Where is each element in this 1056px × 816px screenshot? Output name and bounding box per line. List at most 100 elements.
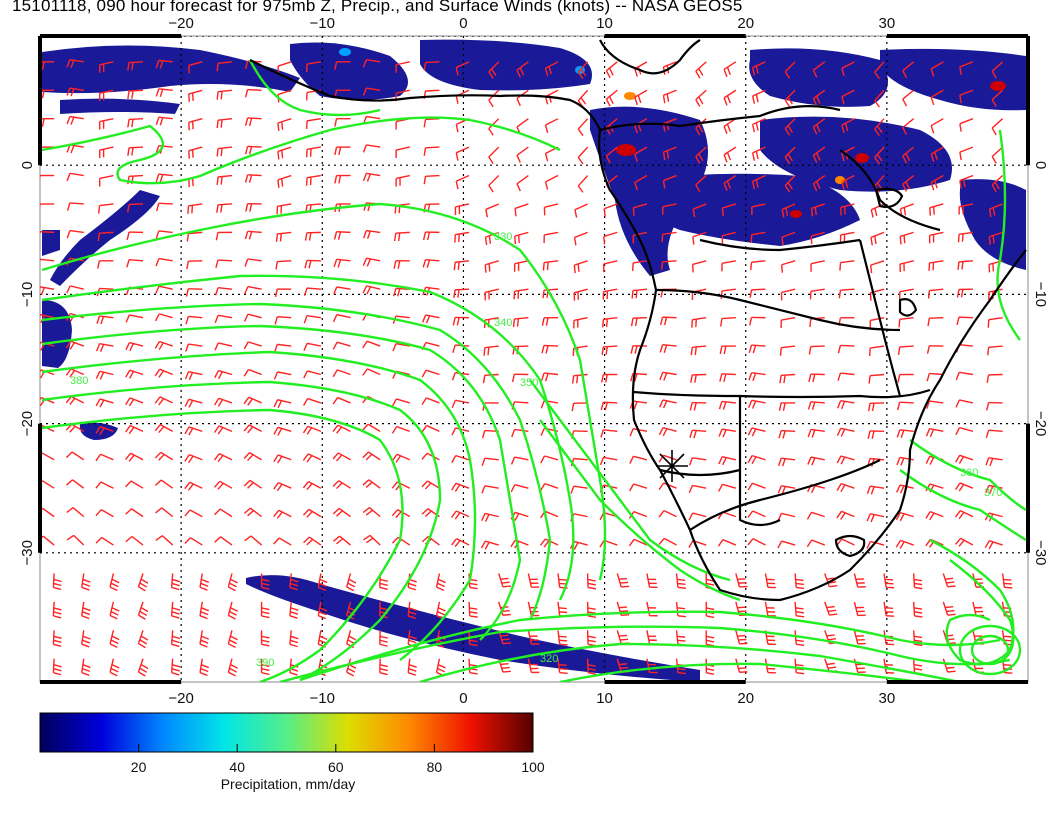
wind-barb (213, 425, 233, 435)
wind-barb (527, 573, 540, 588)
wind-barb (780, 316, 796, 329)
wind-barb (514, 231, 529, 245)
wind-barb (899, 260, 914, 273)
wind-barb (991, 146, 1004, 164)
lon-tick-label-top: 0 (459, 15, 467, 32)
wind-barb (883, 573, 895, 589)
wind-barb (836, 538, 855, 546)
wind-barb (137, 573, 149, 592)
wind-barb (184, 453, 203, 464)
wind-barb (66, 58, 84, 69)
wind-barb (109, 601, 120, 620)
wind-barb (752, 89, 766, 104)
wind-barb (895, 512, 914, 522)
wind-barb (540, 482, 559, 491)
wind-barb (955, 371, 974, 381)
precip-area (760, 116, 952, 192)
wind-barb (345, 573, 357, 592)
wind-barb (289, 630, 299, 648)
wind-barb (126, 203, 144, 213)
wind-barb (954, 510, 974, 520)
wind-barb (747, 510, 766, 518)
precip-core (835, 176, 845, 184)
wind-barb (853, 630, 866, 645)
lat-lon-gridlines (40, 36, 1028, 682)
wind-barb (540, 455, 559, 464)
wind-barb (570, 485, 588, 494)
precip-core (990, 81, 1006, 91)
wind-barb (66, 534, 85, 546)
wind-barb (794, 601, 805, 618)
contour-line (41, 324, 522, 641)
wind-barb (66, 285, 84, 294)
wind-barb (516, 61, 529, 78)
wind-barb (452, 316, 470, 326)
wind-barb (95, 370, 114, 380)
wind-barb (718, 456, 736, 466)
wind-barb (199, 658, 210, 677)
lon-tick-label-bottom: −20 (168, 690, 193, 707)
wind-barb (662, 89, 677, 104)
wind-barb (96, 315, 114, 325)
wind-barb (778, 429, 796, 439)
wind-barb (747, 454, 766, 465)
wind-barb (781, 231, 796, 246)
wind-barb (65, 340, 84, 350)
wind-barb (577, 175, 589, 193)
wind-barb (586, 573, 597, 590)
wind-barb (81, 658, 91, 676)
wind-barb (484, 260, 499, 273)
wind-barb (718, 483, 737, 492)
wind-barb (840, 203, 855, 216)
wind-barb (454, 231, 470, 243)
wind-barb (154, 451, 174, 461)
coastline-layer (249, 39, 1027, 602)
wind-barb (302, 508, 322, 518)
wind-barb (543, 203, 559, 216)
wind-barb (514, 203, 529, 217)
wind-barb (184, 426, 203, 436)
wind-barb (954, 482, 974, 492)
wind-barb (954, 537, 974, 547)
wind-barb (510, 484, 529, 493)
wind-barb (188, 61, 203, 74)
wind-barb (244, 258, 262, 267)
wind-barb (841, 174, 855, 190)
wind-barb (244, 88, 262, 98)
wind-barb (807, 428, 825, 438)
wind-barb (407, 658, 417, 676)
wind-barb (227, 658, 238, 677)
wind-barb (866, 540, 885, 549)
wind-barb (260, 601, 270, 619)
wind-barb (95, 481, 114, 489)
wind-barb (543, 231, 559, 243)
wind-barb (216, 203, 232, 213)
wind-barb (391, 398, 410, 407)
contour-line (958, 624, 1022, 676)
wind-barb (752, 174, 766, 190)
wind-barb (333, 258, 351, 268)
wind-barb (781, 203, 796, 218)
wind-barb (688, 484, 707, 494)
precip-area (246, 575, 700, 682)
wind-barb (853, 573, 866, 588)
wind-barb (485, 203, 499, 218)
wind-barb (747, 427, 766, 437)
wind-barb (605, 146, 618, 164)
wind-barb (839, 231, 855, 243)
wind-barb (748, 344, 766, 354)
wind-barb (214, 369, 233, 380)
wind-barb (603, 203, 618, 217)
wind-barb (95, 425, 114, 436)
wind-barb (303, 314, 321, 324)
wind-barb (109, 630, 120, 648)
wind-barb (616, 601, 630, 617)
wind-barb (302, 425, 322, 435)
wind-barb (213, 452, 233, 463)
wind-barb (634, 89, 648, 106)
wind-barb (391, 425, 411, 434)
wind-barb (363, 534, 381, 546)
contour-label: 350 (520, 377, 538, 389)
wind-barb (99, 146, 114, 159)
contour-label: 380 (70, 375, 88, 387)
